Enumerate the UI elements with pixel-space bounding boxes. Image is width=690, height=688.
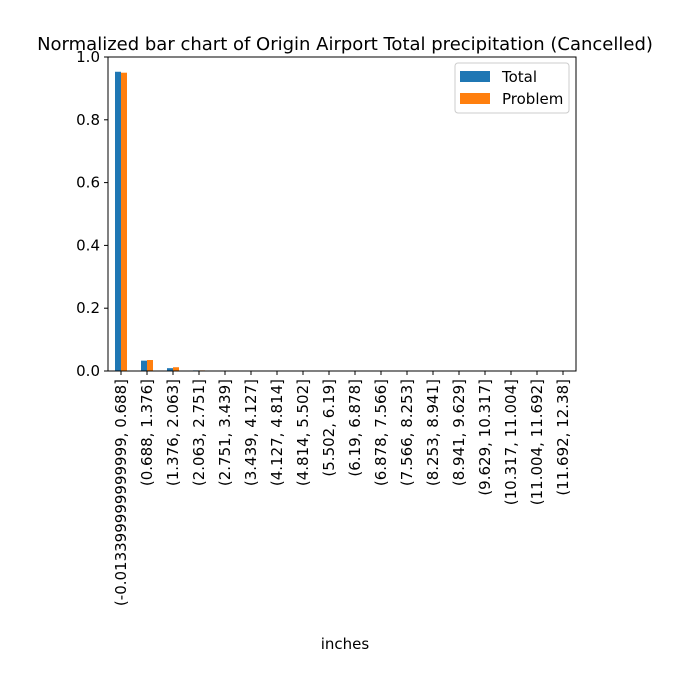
legend-swatch-problem [460,93,490,104]
x-tick-label: (2.751, 3.439] [216,379,234,486]
y-axis: 0.0 0.2 0.4 0.6 0.8 1.0 [76,48,108,380]
x-tick-label: (2.063, 2.751] [190,379,208,486]
x-tick-label: (-0.013399999999999, 0.688] [112,379,130,606]
y-tick-label: 0.2 [76,299,100,317]
x-tick-label: (3.439, 4.127] [242,379,260,486]
chart-title: Normalized bar chart of Origin Airport T… [37,34,653,55]
legend: Total Problem [454,62,570,114]
y-tick-label: 0.0 [76,362,100,380]
x-axis: (-0.013399999999999, 0.688] (0.688, 1.376… [112,371,572,606]
x-tick-label: (11.692, 12.38] [554,379,572,496]
x-tick-label: (6.19, 6.878] [346,379,364,477]
x-tick-label: (8.253, 8.941] [424,379,442,486]
y-tick-label: 0.6 [76,174,100,192]
bar-total-1 [141,360,147,371]
x-tick-label: (1.376, 2.063] [164,379,182,486]
x-tick-label: (5.502, 6.19] [320,379,338,477]
x-tick-label: (4.814, 5.502] [294,379,312,486]
plot-frame [107,56,577,372]
y-tick-label: 0.8 [76,111,100,129]
y-tick-label: 0.4 [76,236,100,254]
x-tick-label: (10.317, 11.004] [502,379,520,505]
bar-problem-1 [147,360,153,371]
x-tick-label: (7.566, 8.253] [398,379,416,486]
legend-swatch-total [460,71,490,82]
x-tick-label: (6.878, 7.566] [372,379,390,486]
bars-group [115,71,361,372]
x-tick-label: (0.688, 1.376] [138,379,156,486]
legend-label-total: Total [501,68,537,86]
bar-total-2 [167,368,173,371]
bar-problem-2 [173,367,179,371]
bar-problem-0 [121,72,127,371]
legend-label-problem: Problem [502,90,563,108]
x-tick-label: (9.629, 10.317] [476,379,494,496]
x-axis-label: inches [321,635,370,653]
x-tick-label: (8.941, 9.629] [450,379,468,486]
x-tick-label: (4.127, 4.814] [268,379,286,486]
bar-total-0 [115,71,121,372]
x-tick-label: (11.004, 11.692] [528,379,546,505]
y-tick-label: 1.0 [76,48,100,66]
